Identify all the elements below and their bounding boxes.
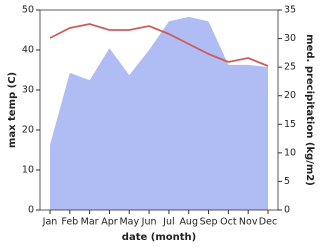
x-tick-label: Feb [61, 217, 78, 228]
x-tick-label: Jan [42, 217, 58, 228]
x-tick-label: Dec [259, 217, 277, 228]
y-tick-label: 0 [28, 205, 34, 216]
y2-tick-label: 35 [284, 5, 296, 16]
precipitation-area [50, 16, 268, 210]
x-axis-label: date (month) [122, 232, 196, 243]
x-tick-label: Aug [179, 217, 198, 228]
x-tick-label: Mar [81, 217, 99, 228]
y2-axis-label: med. precipitation (kg/m2) [304, 34, 315, 186]
y2-tick-label: 0 [284, 205, 290, 216]
y2-tick-label: 5 [284, 176, 290, 187]
y-tick-label: 20 [22, 125, 34, 136]
y-tick-label: 10 [22, 165, 34, 176]
x-tick-label: Apr [101, 217, 118, 228]
plot-frame [39, 9, 279, 211]
y2-tick-label: 25 [284, 62, 296, 73]
temp-line [49, 23, 269, 67]
y-tick-label: 30 [22, 85, 34, 96]
x-tick-label: Nov [239, 217, 258, 228]
y2-tick-label: 15 [284, 119, 296, 130]
x-tick-label: Jun [141, 217, 157, 228]
x-tick-label: May [119, 217, 139, 228]
x-tick-label: Jul [162, 217, 174, 228]
y2-tick-label: 10 [284, 147, 296, 158]
y-axis-label: max temp (C) [7, 72, 18, 148]
y2-tick-label: 30 [284, 33, 296, 44]
x-tick-label: Oct [220, 217, 237, 228]
y-tick-label: 40 [22, 45, 34, 56]
y2-tick-label: 20 [284, 90, 296, 101]
x-tick-label: Sep [200, 217, 218, 228]
y-tick-label: 50 [22, 5, 34, 16]
